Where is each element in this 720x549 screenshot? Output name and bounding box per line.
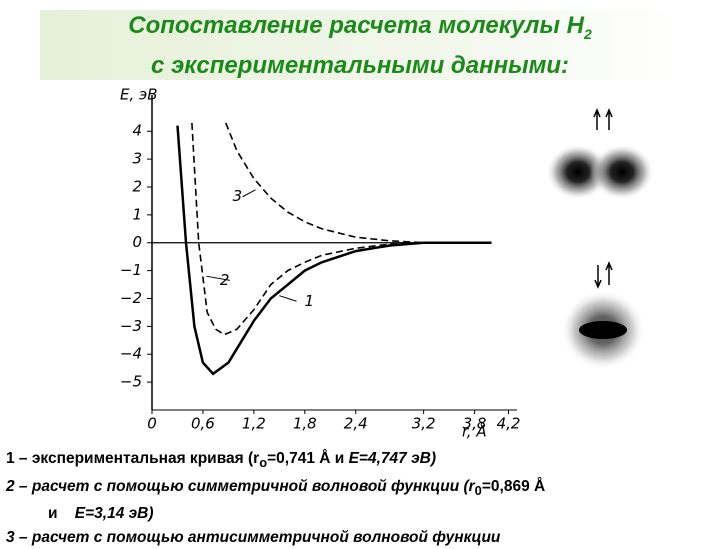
y-tick-label: −3 [120,317,142,335]
x-tick-label: 0 [147,415,157,433]
curve-label: 2 [220,271,230,289]
captions: 1 – экспериментальная кривая (ro=0,741 Å… [6,447,545,549]
y-tick-label: −2 [120,289,142,307]
caption-text: 3 – расчет с помощью антисимметричной во… [6,528,501,546]
y-tick-label: −5 [120,373,142,391]
curve [225,122,492,244]
x-tick-label: 0,6 [191,415,215,433]
caption: 1 – экспериментальная кривая (ro=0,741 Å… [6,447,545,475]
caption: 3 – расчет с помощью антисимметричной во… [6,526,545,549]
curve-label: 3 [233,187,243,205]
caption-text: =3,14 эВ) [85,505,154,523]
caption-text: r [253,450,260,467]
y-tick-label: 2 [132,177,142,195]
chart: E, эВ r, Å −5 −4 −3 −2 −1 0 1 2 3 4 0 0,6 1,2 1,8 2,4 3… [120,86,654,441]
curve [191,122,492,336]
x-tick-label: 2,4 [344,415,368,433]
curve [176,125,492,376]
y-tick-label: 3 [132,150,142,168]
caption-text: и [48,505,58,523]
curve-label: 1 [305,292,315,310]
title-subscript: 2 [583,25,592,42]
x-tick-label: 1,2 [242,415,266,433]
caption-text: E [348,450,359,467]
label-leader [279,295,297,302]
y-tick-label: −1 [120,261,142,279]
caption-text: =0,869 Å [481,477,546,495]
caption: и E=3,14 эВ) [6,502,545,526]
caption-text: 2 – расчет с помощью симметричной волнов… [6,477,475,495]
slide-title: Сопоставление расчета молекулы H2 с эксп… [40,10,680,80]
x-tick-label: 4,2 [497,415,521,433]
caption-text: =0,741 Å и [267,450,349,467]
title-text: Сопоставление расчета молекулы H [128,12,584,39]
caption-text: 1 – экспериментальная кривая ( [6,450,254,467]
x-tick-label: 3,2 [412,415,436,433]
electron-cloud [590,144,654,200]
electron-cloud [546,144,610,200]
y-tick-label: −4 [120,345,142,363]
y-tick-label: 1 [132,205,142,223]
x-tick-label: 1,8 [293,415,317,433]
y-tick-label: 0 [132,233,142,251]
x-tick-label: 3,8 [463,415,487,433]
electron-cloud [579,321,627,339]
label-leader [206,275,230,281]
y-tick-label: 4 [132,122,142,140]
spin-diagrams [593,108,613,289]
y-axis-label: E, эВ [120,86,158,104]
title-text: с экспериментальными данными: [150,51,569,79]
x-axis-label: r, Å [462,422,487,441]
label-leader [242,189,256,198]
caption-text: E [74,505,86,523]
caption: 2 – расчет с помощью симметричной волнов… [6,475,545,503]
caption-text: 0 [474,482,482,498]
caption-text: =4,747 эВ) [358,450,436,467]
caption-text: o [259,455,268,471]
